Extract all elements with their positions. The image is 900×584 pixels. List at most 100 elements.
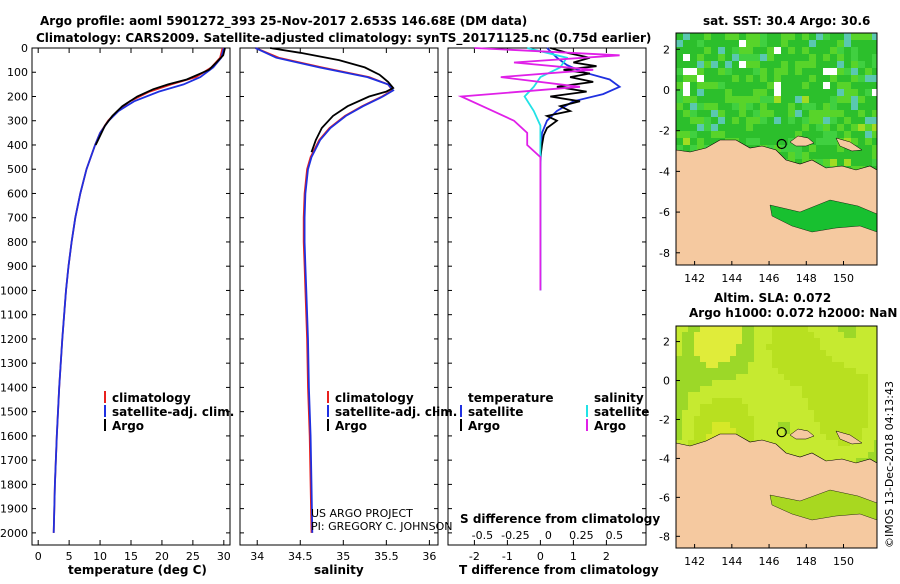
heat-cell	[844, 356, 850, 362]
heat-cell	[814, 386, 820, 392]
heat-cell	[862, 428, 868, 434]
heat-cell	[712, 368, 718, 374]
heat-cell	[748, 344, 754, 350]
heat-cell	[826, 380, 832, 386]
x-tick-label: -1	[502, 550, 513, 563]
heat-cell	[796, 338, 802, 344]
heat-cell	[712, 356, 718, 362]
heat-cell	[851, 33, 858, 40]
heat-cell	[851, 54, 858, 61]
heat-cell	[844, 410, 850, 416]
x-tick-label: 34.5	[288, 550, 313, 563]
heat-cell	[830, 138, 837, 145]
heat-cell	[784, 326, 790, 332]
heat-cell	[767, 138, 774, 145]
heat-cell	[718, 47, 725, 54]
depth-tick-label: 2000	[0, 527, 28, 540]
heat-cell	[802, 96, 809, 103]
heat-cell	[766, 398, 772, 404]
heat-cell	[711, 82, 718, 89]
heat-cell	[865, 40, 872, 47]
heat-cell	[676, 131, 683, 138]
legend-salinity-heading: salinity	[594, 391, 644, 405]
heat-cell	[748, 350, 754, 356]
heat-cell	[725, 131, 732, 138]
heat-cell	[724, 416, 730, 422]
heat-cell	[781, 145, 788, 152]
top-tick-label: 0.5	[606, 529, 624, 542]
heat-cell	[754, 338, 760, 344]
heat-cell	[676, 434, 682, 440]
heat-cell	[774, 68, 781, 75]
heat-cell	[874, 332, 877, 338]
map-x-tick-label: 146	[759, 555, 780, 568]
heat-cell	[732, 96, 739, 103]
heat-cell	[704, 117, 711, 124]
heat-cell	[676, 422, 682, 428]
heat-cell	[858, 145, 865, 152]
heat-cell	[872, 33, 877, 40]
heat-cell	[838, 368, 844, 374]
heat-cell	[826, 440, 832, 446]
heat-cell	[858, 40, 865, 47]
heat-cell	[865, 33, 872, 40]
heat-cell	[788, 33, 795, 40]
depth-tick-label: 400	[7, 139, 28, 152]
heat-cell	[844, 386, 850, 392]
depth-tick-label: 500	[7, 163, 28, 176]
heat-cell	[851, 82, 858, 89]
heat-cell	[838, 422, 844, 428]
heat-cell	[725, 47, 732, 54]
heat-cell	[796, 380, 802, 386]
x-tick-label: 35.5	[374, 550, 399, 563]
heat-cell	[850, 422, 856, 428]
heat-cell	[820, 404, 826, 410]
heat-cell	[690, 96, 697, 103]
heat-cell	[862, 404, 868, 410]
heat-cell	[874, 434, 877, 440]
heat-cell	[820, 398, 826, 404]
heat-cell	[711, 117, 718, 124]
sst-map: sat. SST: 30.4 Argo: 30.6 142 144 146 148 15…	[659, 14, 878, 285]
heat-cell	[838, 410, 844, 416]
heat-cell	[837, 124, 844, 131]
heat-cell	[844, 326, 850, 332]
heat-cell	[844, 404, 850, 410]
heat-cell	[790, 332, 796, 338]
heat-cell	[862, 356, 868, 362]
heat-cell	[748, 386, 754, 392]
heat-cell	[856, 374, 862, 380]
heat-cell	[830, 131, 837, 138]
heat-cell	[725, 124, 732, 131]
heat-cell	[760, 338, 766, 344]
heat-cell	[724, 350, 730, 356]
heat-cell	[736, 374, 742, 380]
heat-cell	[784, 338, 790, 344]
heat-cell	[826, 422, 832, 428]
heat-cell	[837, 75, 844, 82]
heat-cell	[730, 374, 736, 380]
heat-cell	[826, 338, 832, 344]
heat-cell	[760, 75, 767, 82]
heat-cell	[760, 33, 767, 40]
heat-cell	[823, 124, 830, 131]
heat-cell	[754, 326, 760, 332]
heat-cell	[809, 33, 816, 40]
heat-cell	[753, 54, 760, 61]
heat-cell	[809, 110, 816, 117]
legend-argo-2: Argo	[335, 419, 367, 433]
heat-cell	[718, 398, 724, 404]
heat-cell	[724, 386, 730, 392]
heat-cell	[820, 440, 826, 446]
heat-cell	[802, 40, 809, 47]
heat-cell	[830, 33, 837, 40]
depth-tick-label: 700	[7, 212, 28, 225]
heat-cell	[739, 47, 746, 54]
heat-cell	[816, 47, 823, 54]
heat-cell	[778, 368, 784, 374]
heat-cell	[724, 428, 730, 434]
heat-cell	[784, 350, 790, 356]
heat-cell	[700, 338, 706, 344]
salinity-x-ticks: 34 34.5 35 35.5 36	[250, 48, 436, 563]
heat-cell	[809, 103, 816, 110]
